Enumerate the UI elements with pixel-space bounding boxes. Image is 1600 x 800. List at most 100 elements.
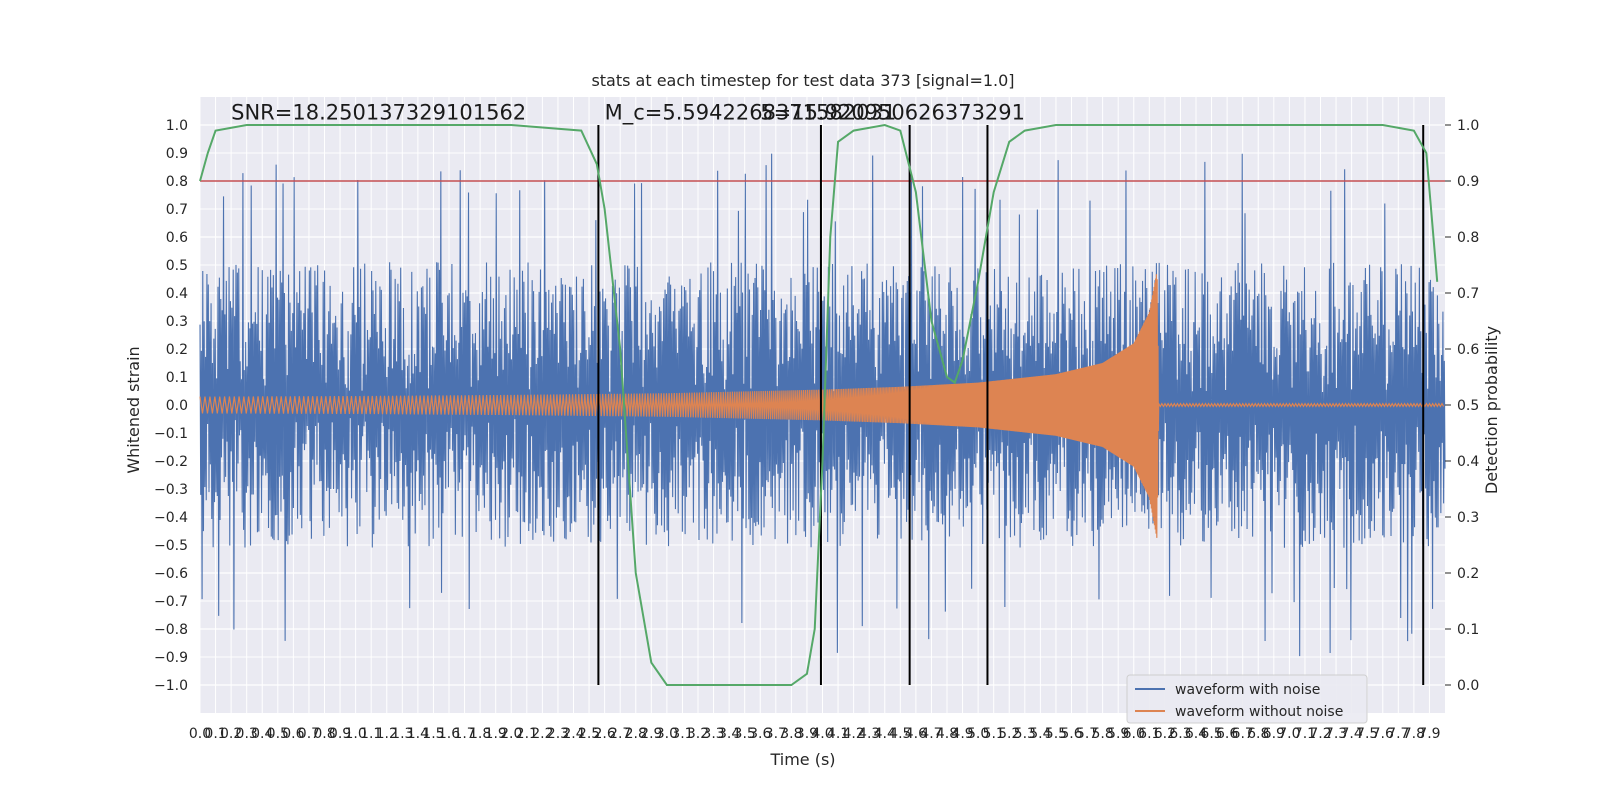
y-tick-label: −0.9 bbox=[154, 650, 188, 666]
chart-marks: SNR=18.250137329101562 M_c=5.594226837158… bbox=[199, 100, 1446, 686]
x-tick-label: 0.8 bbox=[313, 726, 335, 742]
x-tick-label: 7.3 bbox=[1325, 726, 1347, 742]
x-tick-label: 3.1 bbox=[671, 726, 693, 742]
x-tick-label: 3.5 bbox=[734, 726, 756, 742]
x-tick-label: 4.2 bbox=[842, 726, 864, 742]
x-tick-label: 5.7 bbox=[1076, 726, 1098, 742]
x-tick-label: 0.0 bbox=[189, 726, 211, 742]
x-tick-label: 0.2 bbox=[220, 726, 242, 742]
x-tick-label: 4.5 bbox=[889, 726, 911, 742]
x-tick-label: 0.3 bbox=[236, 726, 258, 742]
legend: waveform with noise waveform without nois… bbox=[1126, 674, 1368, 724]
x-tick-label: 1.4 bbox=[407, 726, 429, 742]
x-tick-label: 6.4 bbox=[1185, 726, 1207, 742]
y-tick-label: 0.7 bbox=[166, 202, 188, 218]
y-tick-label: 0.0 bbox=[166, 398, 188, 414]
y2-tick-label: 0.5 bbox=[1457, 398, 1479, 414]
annotation-text: M_c=5.5942268371582031 bbox=[605, 100, 897, 125]
x-tick-label: 1.2 bbox=[376, 726, 398, 742]
x-tick-label: 6.3 bbox=[1169, 726, 1191, 742]
x-tick-label: 5.1 bbox=[983, 726, 1005, 742]
x-tick-label: 2.2 bbox=[531, 726, 553, 742]
y2-tick-label: 0.2 bbox=[1457, 566, 1479, 582]
x-tick-label: 3.9 bbox=[796, 726, 818, 742]
y-tick-label: −0.7 bbox=[154, 594, 188, 610]
y-tick-label: −0.5 bbox=[154, 538, 188, 554]
y-axis-label: Whitened strain bbox=[124, 346, 143, 473]
x-tick-label: 6.5 bbox=[1200, 726, 1222, 742]
x-tick-label: 2.9 bbox=[640, 726, 662, 742]
series-waveform-without-noise bbox=[199, 274, 1445, 538]
x-tick-label: 1.3 bbox=[391, 726, 413, 742]
series-detection-probability bbox=[199, 123, 1439, 686]
y2-tick-label: 0.1 bbox=[1457, 622, 1479, 638]
x-tick-label: 7.0 bbox=[1278, 726, 1300, 742]
x-tick-label: 5.4 bbox=[1029, 726, 1051, 742]
x-tick-label: 7.1 bbox=[1294, 726, 1316, 742]
x-tick-label: 3.3 bbox=[702, 726, 724, 742]
y-tick-label: 0.5 bbox=[166, 258, 188, 274]
y-tick-label: 0.8 bbox=[166, 174, 188, 190]
x-tick-label: 2.5 bbox=[578, 726, 600, 742]
x-tick-label: 1.8 bbox=[469, 726, 491, 742]
x-tick-label: 5.5 bbox=[1045, 726, 1067, 742]
y-tick-label: 0.6 bbox=[166, 230, 188, 246]
x-tick-label: 5.6 bbox=[1060, 726, 1082, 742]
y-tick-label: 0.9 bbox=[166, 146, 188, 162]
x-tick-label: 6.7 bbox=[1232, 726, 1254, 742]
x-tick-label: 7.9 bbox=[1418, 726, 1440, 742]
x-tick-label: 4.4 bbox=[874, 726, 896, 742]
y-tick-label: 0.4 bbox=[166, 286, 188, 302]
x-tick-label: 6.1 bbox=[1138, 726, 1160, 742]
x-tick-label: 4.9 bbox=[951, 726, 973, 742]
x-tick-label: 5.2 bbox=[998, 726, 1020, 742]
x-tick-label: 3.8 bbox=[780, 726, 802, 742]
y2-tick-label: 0.8 bbox=[1457, 230, 1479, 246]
x-axis-label: Time (s) bbox=[769, 750, 835, 769]
x-tick-label: 7.2 bbox=[1309, 726, 1331, 742]
x-tick-label: 4.0 bbox=[811, 726, 833, 742]
x-tick-label: 1.1 bbox=[360, 726, 382, 742]
x-tick-label: 1.6 bbox=[438, 726, 460, 742]
x-tick-label: 0.9 bbox=[329, 726, 351, 742]
series-waveform-with-noise bbox=[199, 153, 1446, 657]
x-tick-label: 1.7 bbox=[453, 726, 475, 742]
y-tick-label: −0.2 bbox=[154, 454, 188, 470]
y-tick-label: 1.0 bbox=[166, 118, 188, 134]
x-tick-label: 2.0 bbox=[500, 726, 522, 742]
x-tick-label: 3.2 bbox=[687, 726, 709, 742]
y2-axis-label: Detection probability bbox=[1482, 326, 1501, 494]
x-tick-label: 4.6 bbox=[905, 726, 927, 742]
x-tick-label: 7.5 bbox=[1356, 726, 1378, 742]
x-tick-label: 4.7 bbox=[920, 726, 942, 742]
y-tick-label: 0.1 bbox=[166, 370, 188, 386]
x-tick-label: 2.4 bbox=[562, 726, 584, 742]
x-tick-label: 2.8 bbox=[625, 726, 647, 742]
x-tick-label: 2.7 bbox=[609, 726, 631, 742]
legend-label: waveform with noise bbox=[1175, 682, 1320, 698]
y2-tick-label: 0.6 bbox=[1457, 342, 1479, 358]
chart-title: stats at each timestep for test data 373… bbox=[591, 71, 1014, 90]
annotation-text: 5=15.920950626373291 bbox=[760, 100, 1025, 124]
y2-tick-label: 0.4 bbox=[1457, 454, 1479, 470]
y-tick-label: −0.6 bbox=[154, 566, 188, 582]
y2-tick-label: 0.3 bbox=[1457, 510, 1479, 526]
x-tick-label: 1.0 bbox=[344, 726, 366, 742]
annotation-text: SNR=18.250137329101562 bbox=[231, 100, 526, 124]
x-tick-label: 5.0 bbox=[967, 726, 989, 742]
legend-label: waveform without noise bbox=[1175, 704, 1343, 720]
x-tick-label: 3.6 bbox=[749, 726, 771, 742]
x-tick-label: 6.0 bbox=[1123, 726, 1145, 742]
x-tick-label: 4.8 bbox=[936, 726, 958, 742]
x-tick-label: 5.9 bbox=[1107, 726, 1129, 742]
y-tick-label: −0.1 bbox=[154, 426, 188, 442]
x-tick-label: 2.3 bbox=[547, 726, 569, 742]
y2-tick-label: 0.0 bbox=[1457, 678, 1479, 694]
y-tick-label: −0.3 bbox=[154, 482, 188, 498]
x-tick-label: 5.3 bbox=[1014, 726, 1036, 742]
x-tick-label: 0.1 bbox=[204, 726, 226, 742]
x-tick-label: 1.5 bbox=[422, 726, 444, 742]
x-tick-label: 6.8 bbox=[1247, 726, 1269, 742]
x-tick-label: 5.8 bbox=[1091, 726, 1113, 742]
